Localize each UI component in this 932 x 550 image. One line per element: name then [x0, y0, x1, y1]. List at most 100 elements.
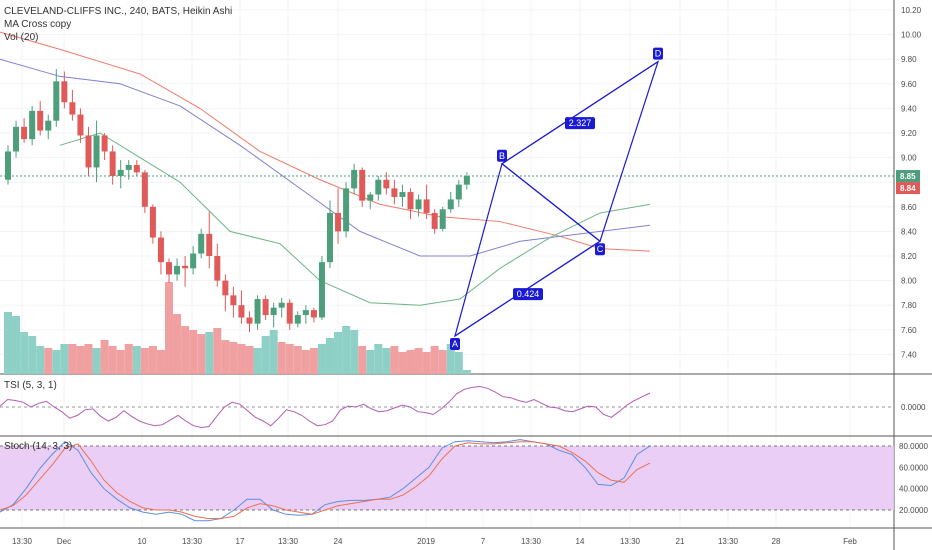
candle-body: [391, 188, 398, 197]
candle-body: [125, 164, 132, 170]
volume-bar: [398, 352, 407, 374]
candle-body: [222, 280, 229, 296]
ratio-badge: [513, 288, 543, 301]
candle-body: [141, 172, 148, 207]
volume-bar: [301, 350, 310, 374]
volume-bar: [108, 346, 117, 374]
ratio-badge: [565, 117, 595, 130]
candle-body: [318, 262, 325, 318]
ma-green-line: [59, 132, 651, 306]
ma-red-line: [0, 31, 651, 252]
time-tick-label: 14: [576, 537, 585, 546]
volume-bar: [52, 350, 61, 374]
stoch-legend[interactable]: Stoch (14, 3, 3): [4, 441, 73, 452]
price-tick-label: 7.60: [901, 326, 917, 335]
candle-body: [13, 126, 20, 152]
time-tick-label: 13:30: [620, 537, 641, 546]
volume-bar: [44, 348, 53, 374]
volume-bar: [221, 340, 230, 374]
price-tag-bg: [896, 182, 920, 195]
volume-bar: [165, 282, 173, 374]
candle-body: [37, 110, 44, 131]
candle-body: [206, 233, 213, 256]
pattern-point-label-c: C: [597, 244, 604, 254]
candle-body: [230, 295, 237, 306]
stoch-tick-label: 60.0000: [899, 463, 928, 472]
candle-body: [294, 315, 301, 324]
volume-bar: [285, 344, 294, 374]
time-tick-label: 28: [772, 537, 781, 546]
volume-bar: [173, 314, 182, 374]
candle-body: [77, 114, 84, 136]
price-tag-bg: [896, 170, 920, 183]
candle-body: [149, 206, 156, 238]
candle-body: [463, 176, 470, 185]
candle-body: [117, 169, 124, 177]
candle-body: [61, 81, 68, 103]
candle-body: [101, 135, 108, 152]
price-tick-label: 7.80: [901, 301, 917, 310]
chart-title: CLEVELAND-CLIFFS INC., 240, BATS, Heikin…: [4, 6, 233, 17]
volume-bar: [309, 348, 318, 374]
candle-body: [375, 179, 382, 195]
candle-body: [423, 199, 430, 213]
volume-bar: [20, 332, 29, 374]
candle-body: [69, 102, 76, 115]
candle-body: [335, 212, 342, 232]
volume-bar: [334, 332, 343, 374]
xabc-triangle-1: [454, 162, 602, 338]
candle-body: [367, 194, 374, 201]
candle-body: [133, 164, 140, 173]
price-tick-label: 10.20: [901, 6, 922, 15]
tsi-legend[interactable]: TSI (5, 3, 1): [4, 380, 57, 391]
volume-bar: [358, 346, 367, 374]
volume-bar: [140, 348, 149, 374]
volume-bar: [181, 326, 190, 374]
candle-body: [439, 209, 446, 229]
candle-body: [45, 120, 52, 131]
volume-bar: [197, 334, 206, 374]
candle-body: [415, 199, 422, 210]
candle-body: [343, 188, 350, 232]
candle-body: [238, 305, 245, 318]
tsi-line: [0, 385, 651, 429]
volume-bar: [454, 352, 463, 374]
volume-bar: [366, 350, 375, 374]
time-tick-label: 13:30: [278, 537, 299, 546]
volume-bar: [430, 346, 439, 374]
volume-bar: [390, 346, 399, 374]
volume-bar: [269, 330, 278, 374]
candle-body: [270, 307, 277, 316]
volume-bar: [326, 338, 334, 374]
volume-bar: [116, 350, 125, 374]
time-tick-label: 13:30: [521, 537, 542, 546]
pattern-point-label-a: A: [452, 339, 458, 349]
price-tick-label: 9.00: [901, 154, 917, 163]
candle-body: [53, 81, 60, 121]
candle-body: [286, 302, 293, 324]
price-tick-label: 10.00: [901, 31, 922, 40]
volume-bar: [406, 350, 415, 374]
volume-legend[interactable]: Vol (20): [4, 32, 39, 43]
candle-body: [157, 237, 164, 263]
pattern-bd-line: [501, 61, 659, 165]
volume-bar: [213, 328, 222, 374]
ma-legend[interactable]: MA Cross copy: [4, 19, 72, 30]
pattern-point-label-b: B: [499, 151, 505, 161]
volume-bar: [342, 326, 351, 374]
candle-body: [214, 256, 221, 281]
volume-bar: [229, 342, 238, 374]
volume-bar: [422, 352, 431, 374]
volume-bar: [253, 348, 262, 374]
candle-body: [29, 110, 36, 140]
candle-body: [198, 233, 205, 254]
time-tick-label: Feb: [843, 537, 857, 546]
pattern-point-marker-d: [653, 47, 663, 60]
volume-bar: [76, 346, 85, 374]
volume-bar: [205, 332, 214, 374]
pattern-point-label-d: D: [655, 49, 662, 59]
price-tick-label: 9.80: [901, 55, 917, 64]
candle-body: [254, 299, 261, 324]
volume-bar: [36, 346, 45, 374]
